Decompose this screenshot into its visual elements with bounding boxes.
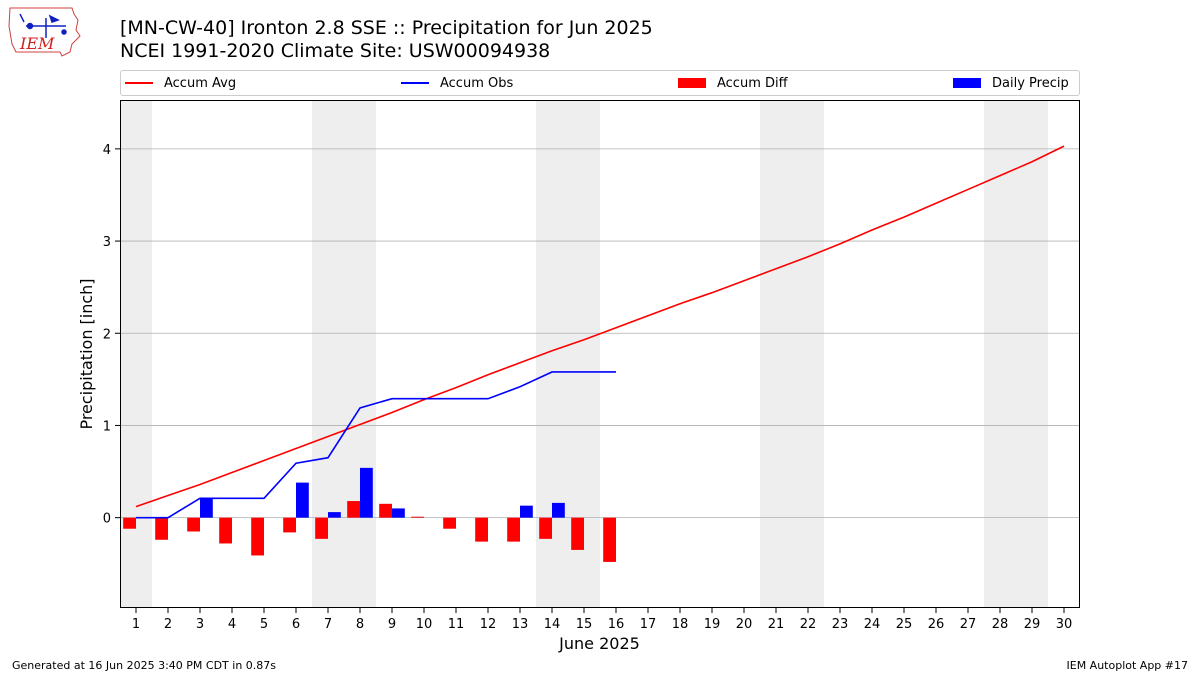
legend-swatch-accum-obs	[401, 82, 429, 84]
accum-diff-bars	[123, 501, 616, 562]
y-tick-label-0: 0	[103, 512, 111, 527]
accum-diff-bar-day-9	[379, 503, 392, 518]
chart-subtitle: NCEI 1991-2020 Climate Site: USW00094938	[120, 40, 551, 62]
x-tick-label-3: 3	[196, 617, 204, 632]
iem-logo: IEM	[6, 4, 82, 64]
legend-label-accum-obs: Accum Obs	[440, 75, 514, 91]
x-tick-label-11: 11	[448, 617, 465, 632]
weekend-shade-day-21	[760, 100, 792, 608]
accum-diff-bar-day-5	[251, 517, 264, 556]
accum-diff-bar-day-3	[187, 517, 200, 532]
x-tick-label-19: 19	[704, 617, 721, 632]
daily-precip-bar-day-13	[520, 505, 533, 518]
accum-avg-line	[135, 145, 1065, 508]
chart-title: [MN-CW-40] Ironton 2.8 SSE :: Precipitat…	[120, 17, 653, 39]
x-tick-label-5: 5	[260, 617, 268, 632]
x-tick-label-24: 24	[864, 617, 881, 632]
legend-label-accum-avg: Accum Avg	[164, 75, 237, 91]
legend-swatch-accum-diff	[678, 78, 706, 88]
weekend-shade-day-1	[120, 100, 152, 608]
y-tick-label-4: 4	[103, 143, 111, 158]
x-tick-label-15: 15	[576, 617, 593, 632]
weekend-shade-day-8	[344, 100, 376, 608]
daily-precip-bar-day-9	[392, 508, 405, 518]
x-tick-label-30: 30	[1056, 617, 1073, 632]
series-lines	[135, 145, 1065, 519]
accum-diff-bar-day-10	[411, 516, 424, 518]
x-tick-label-12: 12	[480, 617, 497, 632]
weather-station-icon	[19, 13, 67, 38]
x-tick-label-20: 20	[736, 617, 753, 632]
x-tick-label-6: 6	[292, 617, 300, 632]
logo-text: IEM	[19, 34, 55, 53]
x-tick-label-7: 7	[324, 617, 332, 632]
accum-diff-bar-day-14	[539, 517, 552, 539]
daily-precip-bar-day-14	[552, 502, 565, 518]
x-tick-label-29: 29	[1024, 617, 1041, 632]
legend-item-daily-precip: Daily Precip	[953, 71, 1069, 95]
y-tick-label-2: 2	[103, 327, 111, 342]
legend-swatch-accum-avg	[125, 82, 153, 84]
iowa-outline-icon	[8, 7, 81, 57]
accum-diff-bar-day-2	[155, 517, 168, 540]
accum-diff-bar-day-4	[219, 517, 232, 544]
x-axis-label: June 2025	[558, 634, 640, 653]
accum-diff-bar-day-11	[443, 517, 456, 529]
legend-label-daily-precip: Daily Precip	[992, 75, 1069, 91]
accum-diff-bar-day-15	[571, 517, 584, 550]
x-tick-label-1: 1	[132, 617, 140, 632]
legend-label-accum-diff: Accum Diff	[717, 75, 788, 91]
x-tick-label-14: 14	[544, 617, 561, 632]
x-tick-label-9: 9	[388, 617, 396, 632]
x-tick-label-22: 22	[800, 617, 817, 632]
x-tick-label-26: 26	[928, 617, 945, 632]
accum-diff-bar-day-1	[123, 517, 136, 529]
weekend-shade-day-29	[1016, 100, 1048, 608]
accum-diff-bar-day-13	[507, 517, 520, 542]
daily-precip-bars	[200, 467, 565, 518]
legend-item-accum-avg: Accum Avg	[125, 71, 236, 95]
x-axis-ticks: 1 2 3 4 5 6 7 8 9 10 11 12 13 14 15 16 17 18 19 20 21 22 23 24 2…	[132, 608, 1072, 632]
legend-item-accum-diff: Accum Diff	[678, 71, 788, 95]
y-tick-label-3: 3	[103, 235, 111, 250]
daily-precip-bar-day-6	[296, 482, 309, 518]
accum-diff-bar-day-6	[283, 517, 296, 533]
x-tick-label-17: 17	[640, 617, 657, 632]
x-tick-label-10: 10	[416, 617, 433, 632]
x-tick-label-13: 13	[512, 617, 529, 632]
accum-obs-line	[136, 371, 616, 519]
x-tick-label-25: 25	[896, 617, 913, 632]
x-tick-label-4: 4	[228, 617, 236, 632]
accum-diff-bar-day-8	[347, 501, 360, 518]
x-tick-label-16: 16	[608, 617, 625, 632]
accum-diff-bar-day-12	[475, 517, 488, 542]
x-tick-label-23: 23	[832, 617, 849, 632]
x-tick-label-27: 27	[960, 617, 977, 632]
legend-swatch-daily-precip	[953, 78, 981, 88]
x-tick-label-2: 2	[164, 617, 172, 632]
daily-precip-bar-day-3	[200, 498, 213, 518]
x-tick-label-21: 21	[768, 617, 785, 632]
daily-precip-bar-day-7	[328, 512, 341, 518]
weekend-shade-day-28	[984, 100, 1016, 608]
accum-diff-bar-day-16	[603, 517, 616, 562]
chart-legend: Accum Avg Accum Obs Accum Diff Daily Pre…	[120, 70, 1080, 96]
y-tick-label-1: 1	[103, 419, 111, 434]
generated-timestamp: Generated at 16 Jun 2025 3:40 PM CDT in …	[12, 659, 277, 672]
daily-precip-bar-day-8	[360, 467, 373, 518]
x-tick-label-18: 18	[672, 617, 689, 632]
legend-item-accum-obs: Accum Obs	[401, 71, 513, 95]
autoplot-app-label: IEM Autoplot App #17	[1066, 659, 1189, 672]
accum-diff-bar-day-7	[315, 517, 328, 539]
weekend-shade-day-22	[792, 100, 824, 608]
x-tick-label-28: 28	[992, 617, 1009, 632]
plot-frame	[120, 100, 1080, 608]
y-axis-ticks: 0 1 2 3 4	[103, 143, 120, 527]
y-axis-label: Precipitation [inch]	[77, 278, 96, 429]
x-tick-label-8: 8	[356, 617, 364, 632]
